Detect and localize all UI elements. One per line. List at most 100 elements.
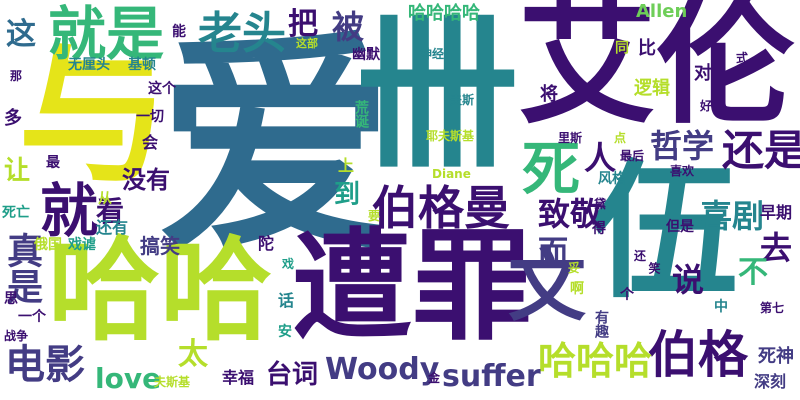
word-jiang: 将: [540, 84, 558, 105]
word-zhe-bu: 这部: [296, 37, 318, 50]
word-xi-ju: 喜剧: [700, 197, 765, 235]
word-ye-fu-si-ji: 耶夫斯基: [426, 129, 475, 143]
word-si-2: 思: [4, 291, 18, 307]
word-xi-2: 戏: [282, 257, 295, 271]
word-zhen-shi: 真是: [1, 232, 42, 304]
word-jiu-shi: 就是: [48, 0, 165, 68]
word-xi-huan: 喜欢: [670, 164, 695, 178]
word-zhan-zheng: 战争: [4, 329, 29, 343]
word-cong: 从: [98, 191, 112, 207]
word-dao: 到: [334, 180, 361, 210]
word-shen-ke: 深刻: [754, 372, 787, 391]
word-bo-ge: 伯格: [648, 326, 748, 384]
word-zui: 最: [46, 155, 60, 171]
word-jin: 金: [428, 371, 441, 385]
word-dian-ying: 电影: [5, 342, 85, 388]
word-gao-xiao: 搞笑: [140, 234, 180, 258]
word-hai-shi: 还是: [722, 126, 800, 175]
word-feng-ge: 风格: [598, 171, 626, 187]
word-xi: 卌: [355, 0, 520, 190]
word-shen-jing: 神经: [420, 47, 445, 61]
word-hai: 还: [634, 249, 647, 263]
word-love: love: [95, 362, 162, 395]
word-neng: 能: [172, 24, 186, 40]
word-tai: 太: [178, 337, 208, 372]
word-tong: 同: [613, 40, 629, 54]
word-shuo: 说: [672, 261, 705, 299]
word-tuo: 陀: [258, 234, 275, 253]
word-ai-lun: 艾伦: [518, 0, 795, 143]
word-si-wang: 死亡: [2, 205, 30, 221]
word-yao: 要: [368, 209, 381, 223]
word-rang: 让: [4, 156, 31, 186]
word-kan: 看: [96, 195, 125, 228]
word-allen: Allen: [636, 1, 688, 22]
word-dian: 点: [614, 131, 627, 145]
word-yi-qie: 一切: [136, 109, 164, 125]
word-bi: 比: [638, 38, 656, 59]
word-er: 而: [538, 235, 568, 270]
word-ren: 人: [584, 139, 617, 177]
word-mei-you: 没有: [122, 166, 170, 194]
word-zhong: 中: [714, 299, 728, 315]
word-ai: 爱: [158, 11, 393, 284]
word-hua: 话: [275, 292, 294, 308]
word-suffer: suffer: [442, 359, 541, 394]
word-xing-fu: 幸福: [222, 368, 255, 387]
word-qu: 去: [760, 229, 793, 267]
word-huang-dan: 荒诞: [353, 100, 369, 128]
word-ba: 把: [288, 7, 318, 42]
word-hao: 好: [700, 99, 713, 113]
word-woody: Woody: [325, 352, 440, 387]
word-zui-hou: 最后: [620, 149, 645, 163]
word-duo: 多: [4, 108, 22, 129]
word-you-mo: 幽默: [352, 47, 380, 63]
word-ji-dun: 基顿: [128, 57, 156, 73]
word-diane: Diane: [432, 167, 471, 181]
word-wu: 伍: [590, 146, 738, 318]
word-bo-ge-man: 伯格曼: [372, 181, 510, 235]
word-zao-zui: 遭罪: [292, 218, 532, 357]
word-dai: 黛: [594, 197, 607, 211]
word-tai-ci: 台词: [266, 360, 319, 390]
word-yu: 与: [18, 30, 169, 204]
word-fu-si: 夫斯: [450, 93, 475, 107]
word-fu-si-ji: 夫斯基: [154, 375, 191, 389]
word-dui: 对: [694, 63, 712, 84]
word-hui: 会: [142, 133, 159, 152]
word-shang: 上: [338, 156, 355, 175]
word-dan-shi: 但是: [666, 219, 694, 235]
word-ha-ha-ha: 哈哈哈: [538, 339, 653, 383]
word-luo-ji: 逻辑: [634, 78, 670, 99]
word-lao-tou: 老头: [198, 8, 286, 59]
word-de: 得: [592, 221, 606, 237]
word-zhe-ge: 这个: [148, 81, 176, 97]
word-shi: 式: [736, 51, 749, 65]
word-wu-li-tou: 无厘头: [68, 57, 110, 73]
word-e-guo: 俄国: [34, 237, 62, 253]
word-zao-qi: 早期: [760, 203, 793, 222]
word-tuo-2: 妥: [568, 261, 581, 275]
word-si: 死: [522, 135, 581, 203]
word-wen: 文: [508, 242, 587, 332]
word-zhe: 这: [6, 17, 36, 52]
word-zhi-jing: 致敬: [538, 195, 603, 233]
word-si-shen: 死神: [758, 346, 794, 367]
word-haha: 哈哈: [48, 226, 272, 356]
word-you-qu: 有趣: [593, 310, 609, 338]
word-zhe-xue: 哲学: [650, 127, 715, 165]
word-jiu: 就: [40, 177, 99, 245]
word-xiao: 笑: [647, 262, 661, 274]
word-yi-ge: 一个: [18, 309, 46, 325]
word-na: 那: [10, 69, 23, 83]
word-an: 安: [278, 324, 292, 340]
word-ha-ha-ha-ha: 哈哈哈哈: [408, 3, 480, 24]
word-hai-you: 还有: [96, 218, 129, 237]
word-bei: 被: [327, 10, 365, 42]
word-ge: 个: [620, 287, 634, 303]
word-a: 啊: [570, 281, 584, 297]
word-di-qi: 第七: [760, 301, 785, 315]
word-li-si: 里斯: [558, 131, 583, 145]
word-bu: 不: [738, 255, 768, 290]
